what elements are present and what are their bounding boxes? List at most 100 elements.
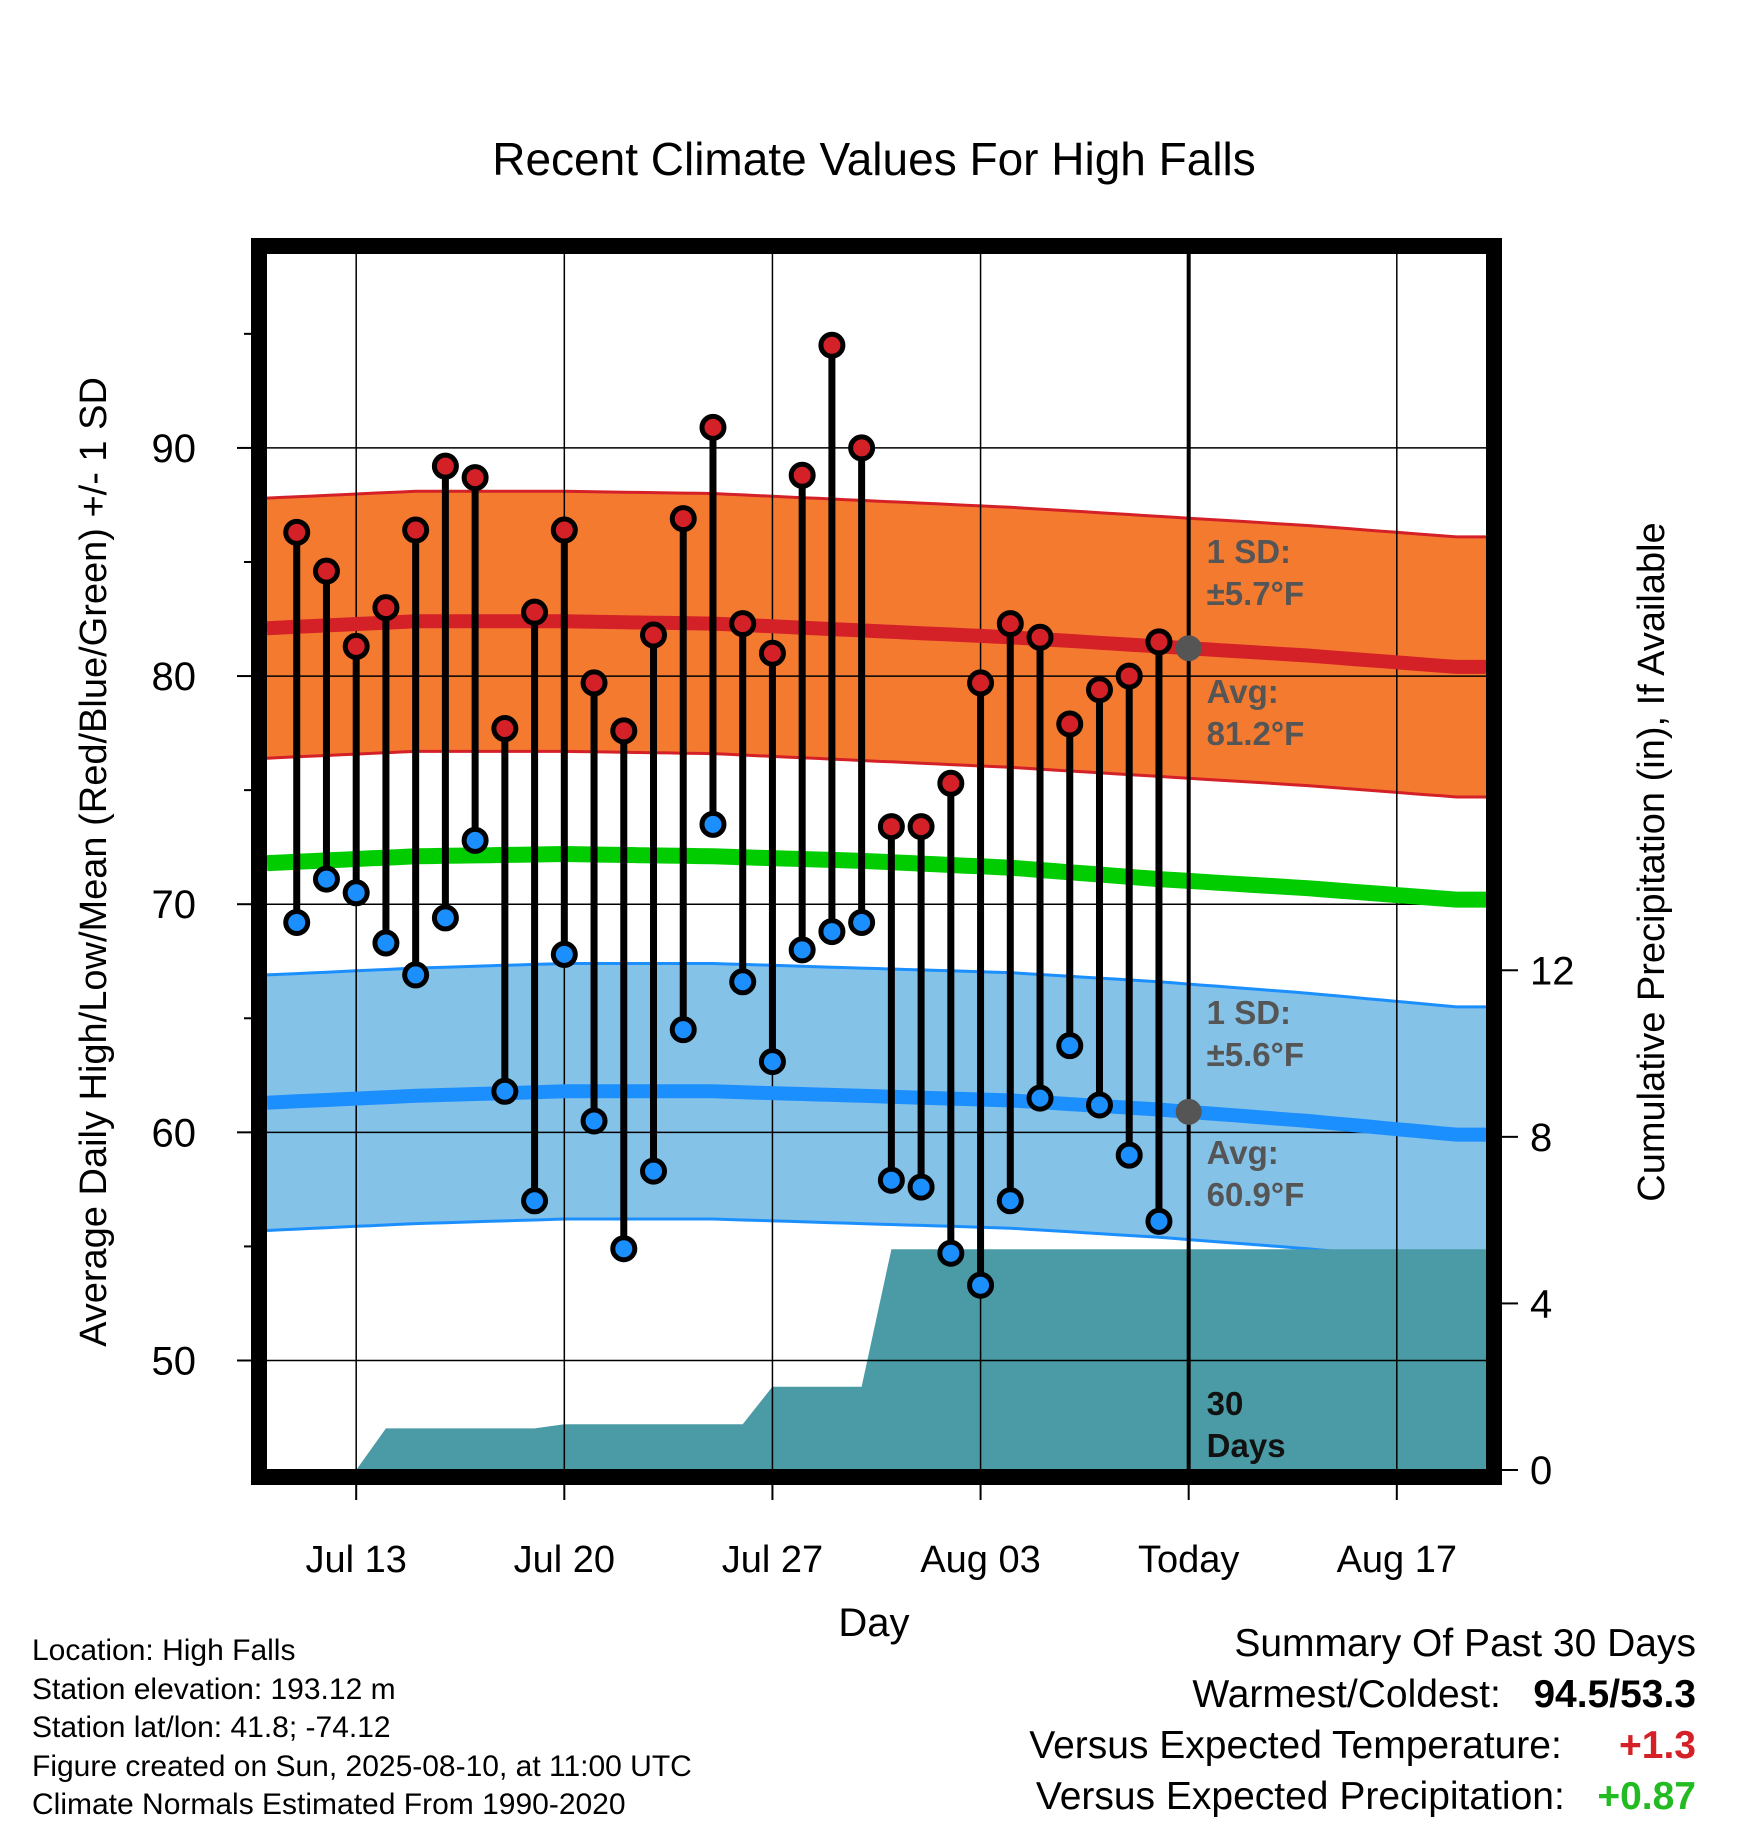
daily-low-point xyxy=(937,1239,965,1267)
low-avg-marker xyxy=(1175,1098,1202,1125)
daily-low-point xyxy=(877,1166,905,1194)
daily-low-point xyxy=(967,1271,995,1299)
daily-high-point xyxy=(848,434,876,462)
y2-tick-label: 0 xyxy=(1530,1449,1552,1493)
precip-label: Versus Expected Precipitation: xyxy=(1035,1775,1565,1818)
days-annotation-line-1: 30 xyxy=(1207,1385,1244,1422)
daily-high-point xyxy=(283,518,311,546)
x-tick-label: Jul 20 xyxy=(514,1539,615,1581)
daily-high-point xyxy=(907,813,935,841)
daily-low-point xyxy=(283,908,311,936)
daily-high-point xyxy=(491,715,519,743)
daily-low-point xyxy=(669,1016,697,1044)
high-band-upper-edge xyxy=(266,489,1486,539)
daily-high-point xyxy=(1056,710,1084,738)
daily-high-point xyxy=(312,557,340,585)
low-normal-line xyxy=(266,1084,1486,1142)
y-tick-label: 70 xyxy=(152,883,197,927)
low-sd-band xyxy=(267,963,1486,1263)
daily-low-point xyxy=(699,810,727,838)
precip-cumulative-area xyxy=(267,1249,1486,1470)
y2-tick-label: 4 xyxy=(1530,1282,1552,1326)
daily-low-point xyxy=(788,936,816,964)
info-created: Figure created on Sun, 2025-08-10, at 11… xyxy=(32,1749,692,1783)
y-axis-label-left: Average Daily High/Low/Mean (Red/Blue/Gr… xyxy=(73,377,115,1347)
x-tick-label: Jul 27 xyxy=(722,1539,823,1581)
low-band-upper-edge xyxy=(266,962,1486,1009)
high-sd-annotation-line-2: ±5.7°F xyxy=(1207,575,1304,612)
daily-low-point xyxy=(1115,1141,1143,1169)
daily-low-point xyxy=(372,929,400,957)
station-info: Location: High Falls Station elevation: … xyxy=(32,1632,692,1825)
warmest-coldest-value: 94.5/53.3 xyxy=(1533,1673,1696,1716)
chart-title: Recent Climate Values For High Falls xyxy=(492,133,1256,185)
plot-area: 1 SD: ±5.7°F Avg: 81.2°F 1 SD: ±5.6°F Avg: 60.9… xyxy=(266,254,1486,1470)
x-tick-label: Aug 03 xyxy=(920,1539,1040,1581)
high-normal-line xyxy=(266,614,1486,674)
daily-high-point xyxy=(610,717,638,745)
info-latlon: Station lat/lon: 41.8; -74.12 xyxy=(32,1711,391,1744)
high-sd-annotation-line-1: 1 SD: xyxy=(1207,533,1291,570)
daily-high-point xyxy=(1026,623,1054,651)
daily-high-point xyxy=(402,516,430,544)
x-tick-label: Aug 17 xyxy=(1337,1539,1457,1581)
info-elevation: Station elevation: 193.12 m xyxy=(32,1672,396,1706)
daily-low-point xyxy=(402,961,430,989)
daily-high-point xyxy=(1145,628,1173,656)
warmest-coldest-label: Warmest/Coldest: xyxy=(1192,1673,1501,1716)
daily-low-point xyxy=(758,1048,786,1076)
y-tick-label: 80 xyxy=(152,655,197,699)
daily-low-point xyxy=(818,918,846,946)
daily-low-point xyxy=(1145,1207,1173,1235)
daily-high-point xyxy=(1085,676,1113,704)
daily-low-point xyxy=(729,968,757,996)
low-sd-annotation-line-1: 1 SD: xyxy=(1207,994,1291,1031)
summary-panel: Summary Of Past 30 Days Warmest/Coldest:… xyxy=(1029,1618,1696,1822)
summary-precipitation: Versus Expected Precipitation: +0.87 xyxy=(1029,1771,1696,1822)
daily-high-point xyxy=(699,413,727,441)
daily-low-point xyxy=(907,1173,935,1201)
right-axis: 0 4 8 12 xyxy=(1502,949,1575,1493)
info-location: Location: High Falls xyxy=(32,1634,296,1667)
left-axis: 50 60 70 80 90 xyxy=(152,332,251,1383)
daily-low-point xyxy=(312,865,340,893)
daily-low-point xyxy=(580,1107,608,1135)
y-tick-label: 90 xyxy=(152,427,197,471)
high-band-lower-edge xyxy=(266,749,1486,799)
daily-low-point xyxy=(431,904,459,932)
plot-frame xyxy=(251,238,1502,1485)
daily-high-point xyxy=(342,632,370,660)
daily-low-point xyxy=(996,1187,1024,1215)
low-avg-annotation-line-1: Avg: xyxy=(1207,1134,1279,1171)
days-annotation-line-2: Days xyxy=(1207,1427,1286,1464)
low-sd-annotation-line-2: ±5.6°F xyxy=(1207,1036,1304,1073)
daily-high-point xyxy=(937,769,965,797)
temp-value: +1.3 xyxy=(1619,1724,1696,1767)
high-avg-marker xyxy=(1175,635,1202,662)
daily-high-point xyxy=(818,331,846,359)
daily-low-point xyxy=(1085,1091,1113,1119)
y-axis-label-right: Cumulative Precipitation (in), If Availa… xyxy=(1631,522,1673,1201)
daily-low-point xyxy=(342,879,370,907)
daily-high-point xyxy=(521,598,549,626)
summary-warmest-coldest: Warmest/Coldest: 94.5/53.3 xyxy=(1029,1669,1696,1720)
daily-low-point xyxy=(491,1077,519,1105)
daily-high-point xyxy=(996,610,1024,638)
daily-low-point xyxy=(521,1187,549,1215)
y-tick-label: 60 xyxy=(152,1111,197,1155)
daily-high-point xyxy=(461,464,489,492)
daily-high-point xyxy=(967,669,995,697)
mean-normal-line xyxy=(266,845,1486,908)
y2-tick-label: 8 xyxy=(1530,1116,1552,1160)
low-avg-annotation-line-2: 60.9°F xyxy=(1207,1176,1305,1213)
daily-high-point xyxy=(788,461,816,489)
x-tick-label: Today xyxy=(1138,1539,1239,1581)
daily-high-point xyxy=(550,516,578,544)
summary-temperature: Versus Expected Temperature: +1.3 xyxy=(1029,1720,1696,1771)
daily-high-point xyxy=(1115,662,1143,690)
daily-high-point xyxy=(372,594,400,622)
low-band-lower-edge xyxy=(266,1217,1486,1264)
temp-label: Versus Expected Temperature: xyxy=(1029,1724,1562,1767)
x-tick-label: Jul 13 xyxy=(305,1539,406,1581)
